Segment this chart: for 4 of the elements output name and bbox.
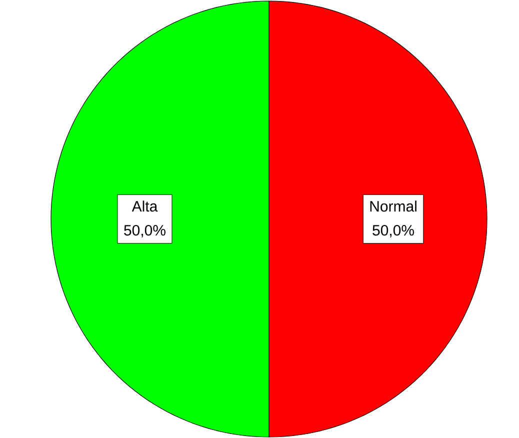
slice-label: Alta [132, 200, 158, 212]
data-label: 50,0% [372, 224, 414, 238]
slice-label: Normal [370, 200, 416, 212]
data-label: 50,0% [124, 224, 166, 238]
